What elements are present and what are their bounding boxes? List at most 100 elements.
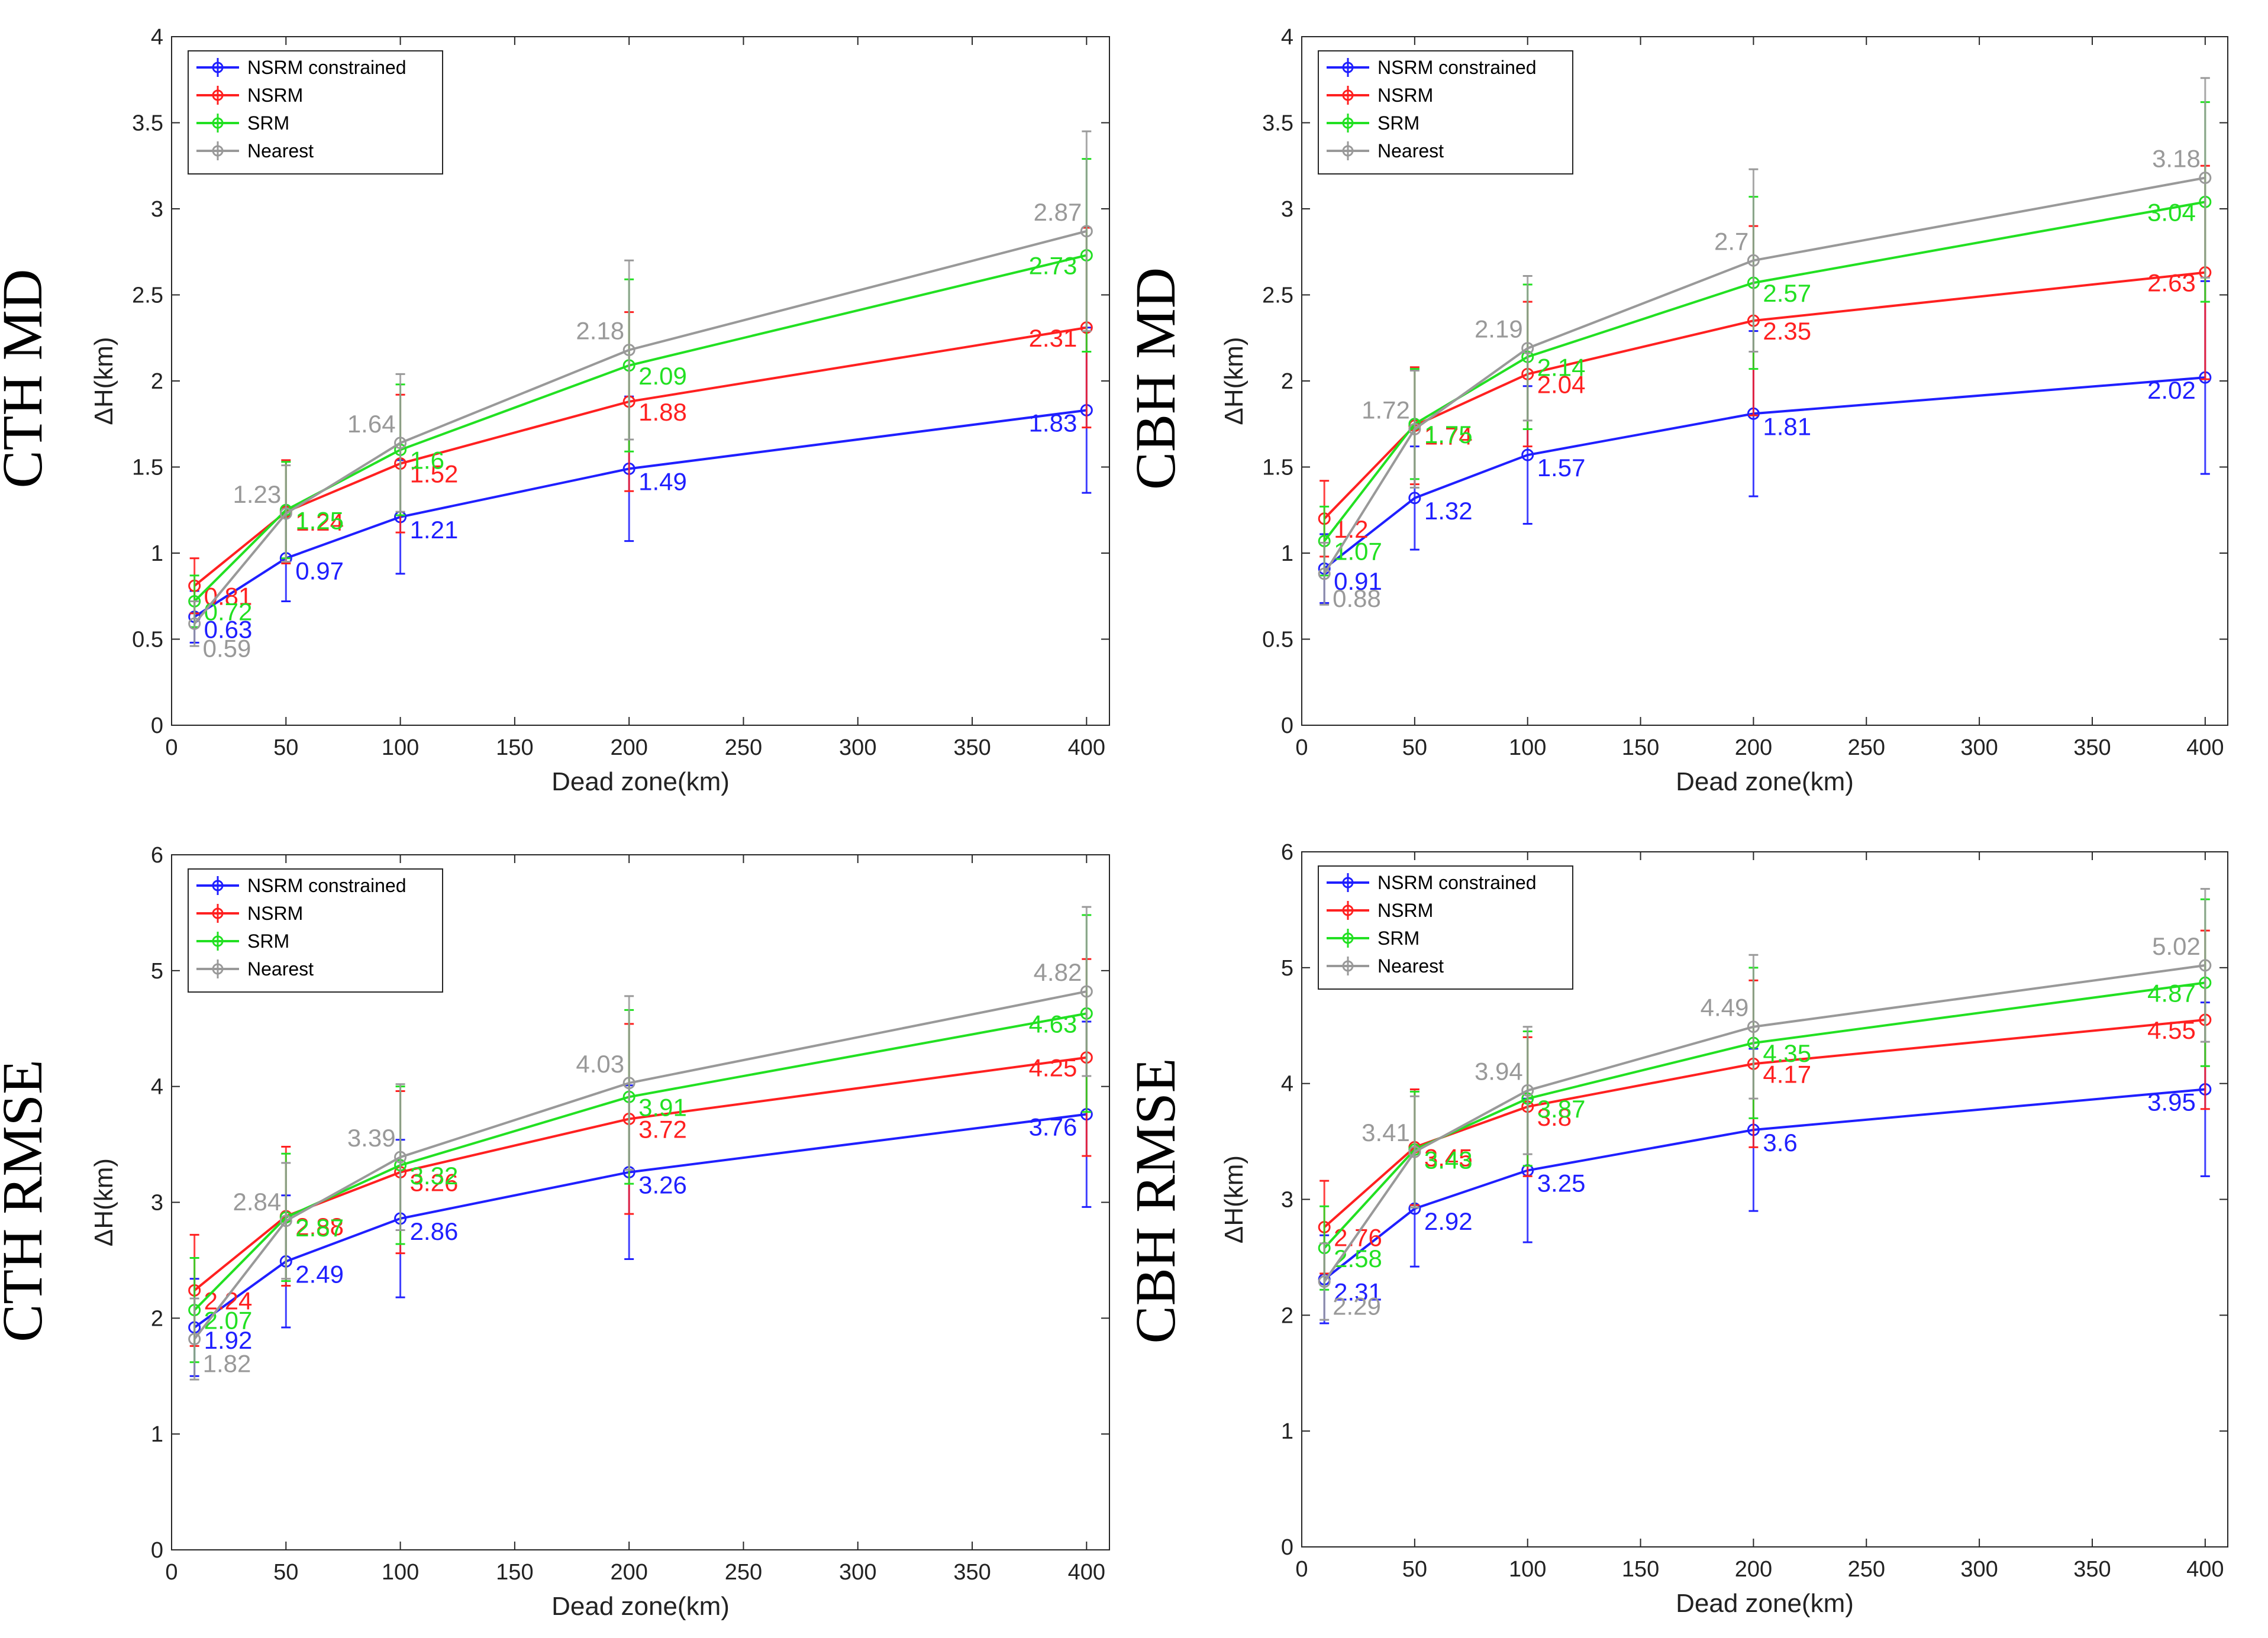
legend-item-srm: SRM — [1327, 928, 1419, 949]
x-tick-label: 50 — [1402, 1557, 1427, 1582]
y-tick-label: 3 — [1281, 197, 1293, 222]
x-tick-label: 0 — [165, 735, 178, 760]
legend-box — [188, 50, 443, 175]
x-tick-label: 100 — [1509, 1557, 1546, 1582]
data-label: 1.75 — [1424, 421, 1473, 448]
data-point — [1747, 1020, 1760, 1033]
y-tick-label: 2.5 — [1262, 283, 1293, 308]
data-label: 0.88 — [1333, 584, 1381, 612]
data-label: 0.81 — [204, 582, 253, 610]
data-label: 1.07 — [1334, 538, 1382, 566]
legend-marker — [212, 62, 224, 73]
legend-item-nsrm-constrained: NSRM constrained — [1327, 57, 1537, 78]
data-label: 3.72 — [638, 1116, 687, 1143]
legend-item-nearest: Nearest — [196, 140, 314, 161]
row-label: CBH RMSE — [1124, 1058, 1187, 1344]
legend-box — [1318, 865, 1573, 990]
x-axis-label: Dead zone(km) — [551, 1592, 730, 1621]
row-label: CTH MD — [0, 269, 54, 489]
y-tick-label: 3.5 — [1262, 111, 1293, 136]
data-label: 2.87 — [295, 1214, 344, 1242]
legend-label: Nearest — [1377, 955, 1444, 977]
data-point — [2199, 959, 2212, 972]
data-point — [622, 344, 635, 357]
legend-box — [188, 868, 443, 993]
data-point — [2199, 172, 2212, 185]
data-label: 1.81 — [1763, 412, 1811, 440]
y-tick-label: 0 — [151, 1538, 163, 1563]
y-tick-label: 4 — [151, 1075, 163, 1100]
data-label: 4.03 — [576, 1050, 624, 1078]
series-line — [1323, 964, 2206, 1282]
data-label: 3.6 — [1763, 1129, 1797, 1156]
legend-marker — [1342, 145, 1354, 157]
row-label: CBH MD — [1124, 267, 1187, 490]
data-point — [1080, 225, 1093, 238]
legend-item-nearest: Nearest — [1327, 955, 1444, 977]
y-tick-label: 3 — [1281, 1188, 1293, 1213]
y-tick-label: 5 — [1281, 956, 1293, 981]
series-line — [193, 990, 1087, 1340]
data-label: 1.25 — [295, 506, 344, 534]
data-label: 1.83 — [1029, 409, 1077, 437]
y-tick-label: 4 — [1281, 25, 1293, 50]
legend-label: NSRM constrained — [247, 57, 407, 78]
data-point — [279, 507, 292, 520]
legend-marker — [1342, 877, 1354, 889]
legend-label: NSRM constrained — [1377, 872, 1537, 893]
data-label: 2.87 — [1034, 198, 1082, 226]
data-label: 1.88 — [638, 398, 687, 426]
data-label: 2.35 — [1763, 317, 1811, 345]
y-tick-label: 6 — [1281, 840, 1293, 865]
y-tick-label: 4 — [1281, 1072, 1293, 1097]
legend-label: NSRM — [247, 85, 303, 106]
data-point — [1408, 492, 1421, 505]
data-label: 3.41 — [1362, 1119, 1410, 1146]
data-label: 2.84 — [233, 1188, 282, 1216]
x-tick-label: 400 — [1068, 735, 1105, 760]
x-tick-label: 0 — [165, 1560, 178, 1585]
data-label: 2.31 — [1029, 324, 1077, 352]
data-label: 1.57 — [1537, 454, 1586, 482]
legend-label: NSRM constrained — [247, 875, 407, 896]
data-label: 1.49 — [638, 467, 687, 495]
legend-label: NSRM — [1377, 900, 1433, 921]
legend-marker — [1342, 960, 1354, 972]
x-tick-label: 350 — [953, 735, 991, 760]
y-tick-label: 1 — [151, 1422, 163, 1447]
data-label: 4.49 — [1701, 994, 1749, 1022]
y-tick-label: 1 — [1281, 1419, 1293, 1444]
data-label: 3.76 — [1029, 1113, 1077, 1141]
data-label: 3.94 — [1475, 1057, 1523, 1085]
x-tick-label: 100 — [1509, 735, 1546, 760]
legend-marker — [212, 880, 224, 891]
data-label: 3.18 — [2152, 145, 2201, 173]
legend-label: SRM — [247, 931, 289, 952]
data-label: 3.91 — [638, 1093, 687, 1121]
data-label: 3.04 — [2147, 198, 2196, 226]
y-axis-label: ΔH(km) — [89, 1158, 118, 1246]
legend-marker — [212, 935, 224, 947]
y-axis-label: ΔH(km) — [1220, 1155, 1248, 1243]
legend-item-srm: SRM — [1327, 112, 1419, 134]
series-nearest: 2.29 3.41 3.94 4.49 5.02 — [1318, 888, 2212, 1321]
y-tick-label: 0.5 — [132, 628, 163, 652]
data-label: 4.35 — [1763, 1039, 1811, 1067]
x-tick-label: 350 — [2073, 1557, 2111, 1582]
data-label: 2.18 — [576, 317, 624, 345]
legend-marker — [1342, 932, 1354, 944]
y-tick-label: 0 — [1281, 1535, 1293, 1560]
legend-label: SRM — [1377, 112, 1419, 134]
data-label: 5.02 — [2152, 932, 2201, 960]
data-point — [1521, 342, 1534, 355]
data-label: 4.87 — [2147, 979, 2196, 1007]
x-tick-label: 300 — [839, 735, 876, 760]
data-label: 0.97 — [295, 557, 344, 585]
data-label: 4.63 — [1029, 1010, 1077, 1038]
x-tick-label: 250 — [725, 1560, 762, 1585]
legend-label: Nearest — [247, 140, 314, 161]
data-label: 2.63 — [2147, 269, 2196, 297]
legend-label: NSRM constrained — [1377, 57, 1537, 78]
chart-panel-3: 0 1 2 3 4 5 6 0 50 100 150 200 250 300 350 400 Dead zone… — [0, 843, 1110, 1621]
data-label: 3.95 — [2147, 1088, 2196, 1116]
